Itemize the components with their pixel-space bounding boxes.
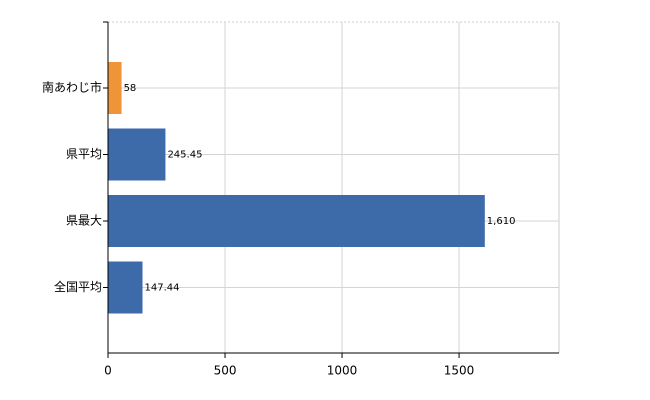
bar (108, 128, 166, 181)
y-tick-label: 県平均 (66, 147, 102, 161)
value-label: 147.44 (145, 283, 180, 294)
bar (108, 195, 485, 247)
bar (108, 62, 122, 114)
y-tick-label: 全国平均 (54, 279, 102, 294)
x-tick-label: 500 (214, 364, 237, 378)
x-tick-label: 1500 (444, 364, 475, 378)
y-tick-label: 南あわじ市 (42, 80, 102, 95)
x-tick-label: 1000 (327, 364, 358, 378)
value-label: 245.45 (167, 150, 202, 161)
value-label: 58 (124, 83, 137, 94)
value-label: 1,610 (487, 216, 516, 227)
bar (108, 261, 143, 314)
x-tick-label: 0 (104, 364, 112, 378)
y-tick-label: 県最大 (66, 214, 102, 228)
